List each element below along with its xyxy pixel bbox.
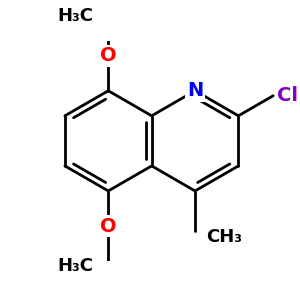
Text: O: O bbox=[100, 46, 117, 65]
Text: N: N bbox=[187, 81, 203, 100]
Text: H₃C: H₃C bbox=[57, 257, 93, 275]
Text: CH₃: CH₃ bbox=[206, 228, 242, 246]
Text: H₃C: H₃C bbox=[57, 7, 93, 25]
Text: Cl: Cl bbox=[277, 86, 298, 105]
Text: O: O bbox=[100, 217, 117, 236]
